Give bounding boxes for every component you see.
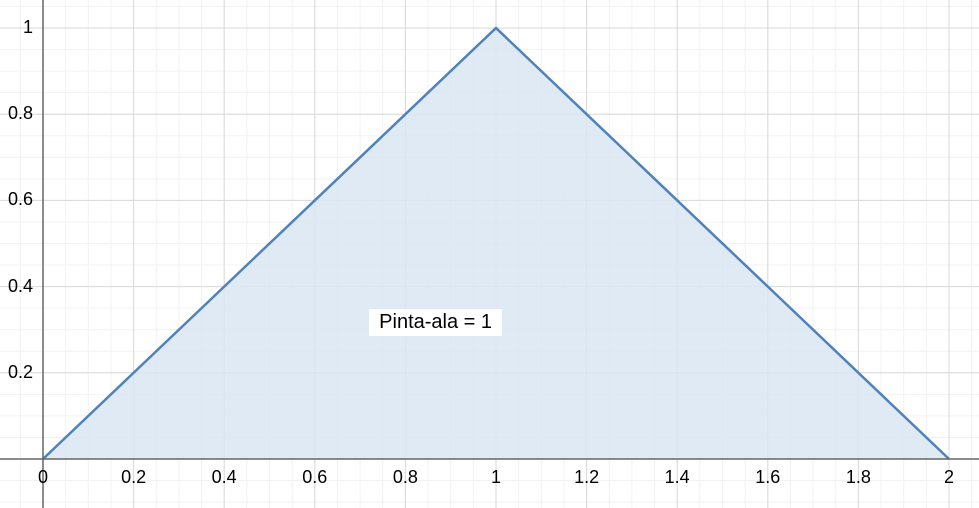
y-tick-label: 0.2 — [8, 362, 33, 383]
x-tick-label: 1.4 — [662, 467, 692, 488]
x-tick-label: 1 — [481, 467, 511, 488]
y-tick-label: 1 — [23, 17, 33, 38]
y-tick-label: 0.6 — [8, 189, 33, 210]
x-tick-label: 1.8 — [843, 467, 873, 488]
x-tick-label: 0.4 — [209, 467, 239, 488]
area-annotation: Pinta-ala = 1 — [369, 309, 502, 336]
x-tick-label: 2 — [934, 467, 964, 488]
y-tick-label: 0.4 — [8, 276, 33, 297]
triangle-chart: 0 0.2 0.4 0.6 0.8 1 1.2 1.4 1.6 1.8 2 0.2 0.4 0.6 0.8 1… — [0, 0, 979, 508]
x-tick-label: 0.8 — [390, 467, 420, 488]
chart-svg — [0, 0, 979, 508]
y-tick-label: 0.8 — [8, 103, 33, 124]
x-tick-label: 0.6 — [300, 467, 330, 488]
x-tick-label: 0 — [28, 467, 58, 488]
x-tick-label: 0.2 — [119, 467, 149, 488]
x-tick-label: 1.6 — [753, 467, 783, 488]
x-tick-label: 1.2 — [572, 467, 602, 488]
